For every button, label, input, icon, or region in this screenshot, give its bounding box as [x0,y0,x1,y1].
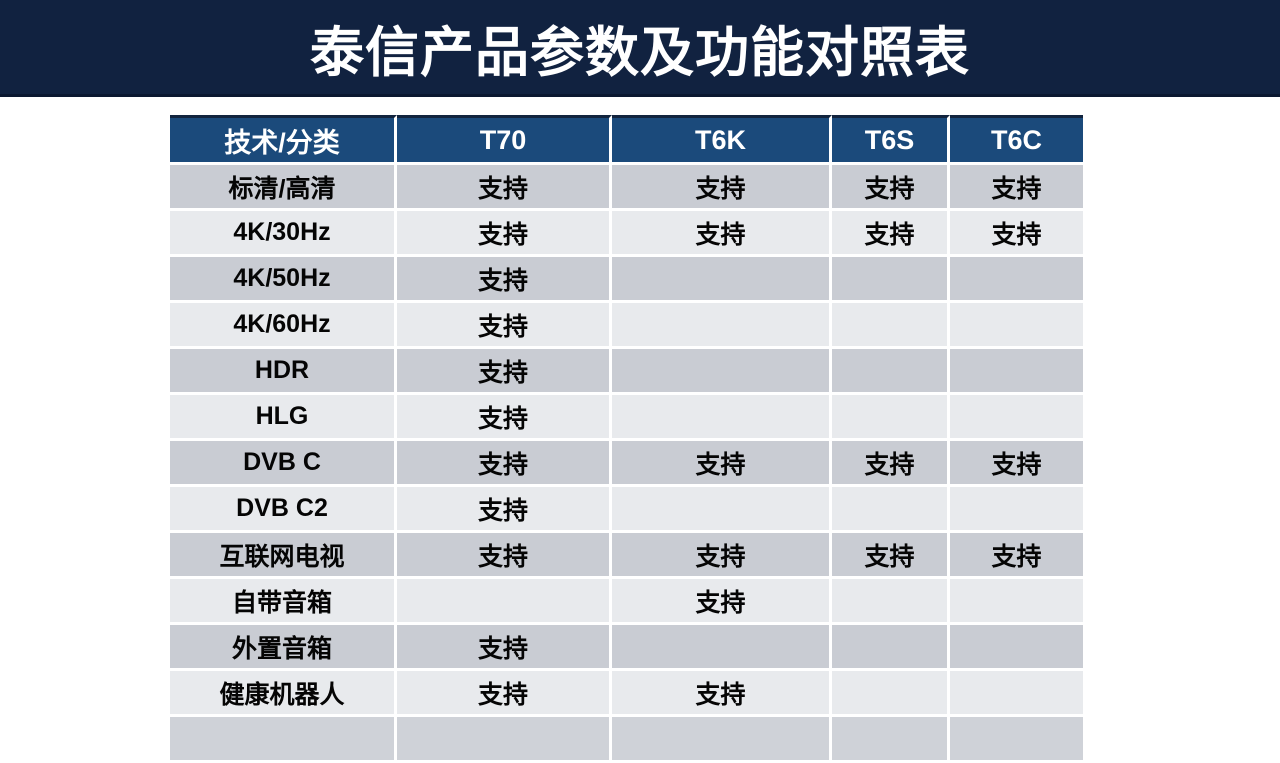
support-cell: 支持 [397,211,612,257]
truncated-cell [612,717,832,763]
support-cell: 支持 [397,395,612,441]
table-row: 4K/60Hz 支持 [170,303,1083,349]
column-header-t6c: T6C [950,115,1083,165]
row-label: 自带音箱 [170,579,397,625]
empty-cell [950,303,1083,349]
table-row: DVB C 支持 支持 支持 支持 [170,441,1083,487]
empty-cell [612,303,832,349]
support-cell: 支持 [950,533,1083,579]
row-label: 标清/高清 [170,165,397,211]
support-cell: 支持 [612,533,832,579]
empty-cell [612,395,832,441]
row-label: 4K/60Hz [170,303,397,349]
empty-cell [832,395,950,441]
table-row: 外置音箱 支持 [170,625,1083,671]
row-label: HLG [170,395,397,441]
row-label: HDR [170,349,397,395]
empty-cell [832,349,950,395]
empty-cell [832,487,950,533]
empty-cell [612,257,832,303]
support-cell: 支持 [832,165,950,211]
truncated-cell [950,717,1083,763]
row-label: DVB C2 [170,487,397,533]
empty-cell [950,625,1083,671]
table-row: HLG 支持 [170,395,1083,441]
empty-cell [832,579,950,625]
table-row: DVB C2 支持 [170,487,1083,533]
row-label: 健康机器人 [170,671,397,717]
empty-cell [832,671,950,717]
column-header-t6k: T6K [612,115,832,165]
empty-cell [612,487,832,533]
support-cell: 支持 [397,441,612,487]
row-label: 4K/30Hz [170,211,397,257]
column-header-category: 技术/分类 [170,115,397,165]
table-row: 健康机器人 支持 支持 [170,671,1083,717]
empty-cell [950,257,1083,303]
support-cell: 支持 [832,441,950,487]
support-cell: 支持 [950,165,1083,211]
comparison-table-wrap: 技术/分类 T70 T6K T6S T6C 标清/高清 支持 支持 支持 支持 4K/30Hz 支持… [170,115,1083,763]
table-row: HDR 支持 [170,349,1083,395]
row-label: DVB C [170,441,397,487]
empty-cell [950,395,1083,441]
empty-cell [612,349,832,395]
support-cell: 支持 [832,211,950,257]
support-cell: 支持 [397,625,612,671]
support-cell: 支持 [397,349,612,395]
column-header-t6s: T6S [832,115,950,165]
title-bar: 泰信产品参数及功能对照表 [0,0,1280,97]
table-header-row: 技术/分类 T70 T6K T6S T6C [170,115,1083,165]
slide-title: 泰信产品参数及功能对照表 [310,22,970,83]
comparison-table: 技术/分类 T70 T6K T6S T6C 标清/高清 支持 支持 支持 支持 4K/30Hz 支持… [170,115,1083,763]
table-row: 标清/高清 支持 支持 支持 支持 [170,165,1083,211]
empty-cell [950,579,1083,625]
support-cell: 支持 [397,165,612,211]
support-cell: 支持 [397,257,612,303]
empty-cell [832,257,950,303]
support-cell: 支持 [612,671,832,717]
table-row: 4K/30Hz 支持 支持 支持 支持 [170,211,1083,257]
support-cell: 支持 [612,211,832,257]
support-cell: 支持 [950,441,1083,487]
row-label: 互联网电视 [170,533,397,579]
table-row: 互联网电视 支持 支持 支持 支持 [170,533,1083,579]
empty-cell [612,625,832,671]
empty-cell [397,579,612,625]
support-cell: 支持 [612,441,832,487]
support-cell: 支持 [397,487,612,533]
empty-cell [832,625,950,671]
support-cell: 支持 [397,303,612,349]
support-cell: 支持 [950,211,1083,257]
empty-cell [950,487,1083,533]
truncated-cell [170,717,397,763]
truncated-row [170,717,1083,763]
empty-cell [832,303,950,349]
empty-cell [950,671,1083,717]
empty-cell [950,349,1083,395]
support-cell: 支持 [612,579,832,625]
row-label: 外置音箱 [170,625,397,671]
table-row: 4K/50Hz 支持 [170,257,1083,303]
row-label: 4K/50Hz [170,257,397,303]
truncated-cell [832,717,950,763]
support-cell: 支持 [397,671,612,717]
column-header-t70: T70 [397,115,612,165]
support-cell: 支持 [832,533,950,579]
table-row: 自带音箱 支持 [170,579,1083,625]
truncated-cell [397,717,612,763]
support-cell: 支持 [612,165,832,211]
support-cell: 支持 [397,533,612,579]
